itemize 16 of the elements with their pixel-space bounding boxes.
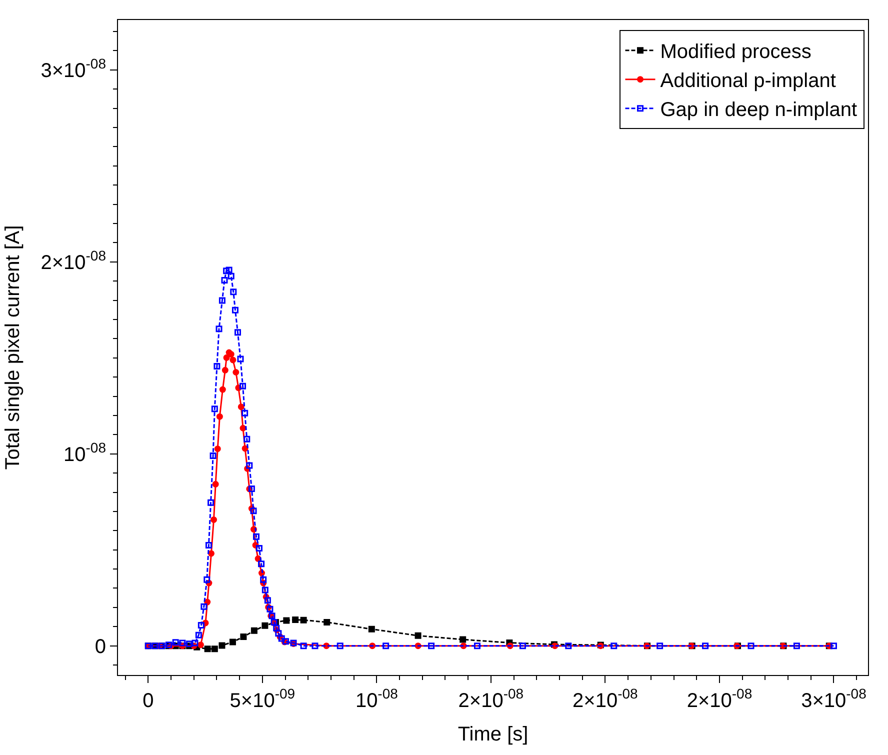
y-tick-label: 10$^{-08}$	[64, 439, 106, 466]
legend-label: Additional p-implant	[660, 70, 836, 92]
x-tick-label: 2×10$^{-08}$	[686, 686, 752, 712]
y-tick-label: 3×10$^{-08}$	[40, 56, 106, 82]
y-tick-label: 2×10$^{-08}$	[40, 247, 106, 274]
x-tick-label: 2×10$^{-08}$	[458, 686, 524, 712]
x-tick-label: 2×10$^{-08}$	[572, 686, 638, 712]
y-tick-label: 0	[94, 636, 106, 658]
x-tick-label: 5×10$^{-09}$	[230, 686, 296, 712]
legend-label: Gap in deep n-implant	[660, 99, 858, 122]
x-tick-label: 0	[142, 690, 154, 712]
x-axis-title: Time [s]	[458, 724, 528, 746]
x-tick-label: 10$^{-08}$	[355, 686, 398, 712]
x-tick-label: 3×10$^{-08}$	[801, 686, 867, 712]
legend-label: Modified process	[660, 41, 812, 64]
y-axis-title: Total single pixel current [A]	[2, 225, 24, 470]
